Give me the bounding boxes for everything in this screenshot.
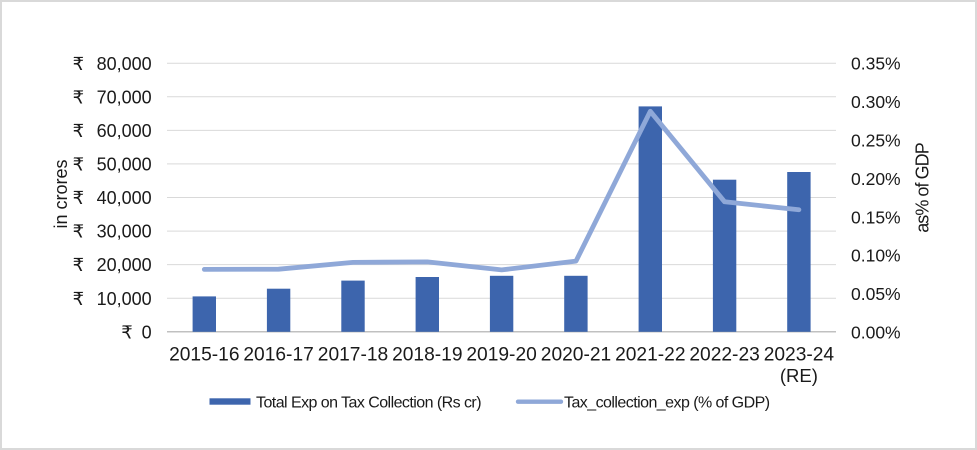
svg-text:₹ 10,000: ₹ 10,000 bbox=[73, 289, 152, 309]
svg-text:0.10%: 0.10% bbox=[851, 246, 901, 266]
svg-text:Total Exp on Tax Collection (R: Total Exp on Tax Collection (Rs cr) bbox=[256, 395, 481, 412]
svg-text:₹ 0: ₹ 0 bbox=[121, 322, 151, 342]
svg-text:₹ 30,000: ₹ 30,000 bbox=[73, 222, 152, 242]
svg-text:₹ 70,000: ₹ 70,000 bbox=[73, 87, 152, 107]
svg-text:Tax_collection_exp (% of GDP): Tax_collection_exp (% of GDP) bbox=[564, 395, 770, 412]
svg-text:2020-21: 2020-21 bbox=[541, 345, 611, 366]
svg-text:₹ 60,000: ₹ 60,000 bbox=[73, 121, 152, 141]
svg-text:0.30%: 0.30% bbox=[851, 92, 901, 112]
svg-text:0.00%: 0.00% bbox=[851, 323, 901, 343]
svg-text:(RE): (RE) bbox=[780, 365, 818, 386]
svg-text:2022-23: 2022-23 bbox=[689, 345, 759, 366]
svg-text:0.35%: 0.35% bbox=[851, 54, 901, 74]
svg-text:2015-16: 2015-16 bbox=[169, 345, 239, 366]
svg-text:2023-24: 2023-24 bbox=[764, 345, 835, 366]
svg-text:2019-20: 2019-20 bbox=[466, 345, 536, 366]
svg-text:2018-19: 2018-19 bbox=[392, 345, 462, 366]
svg-text:0.05%: 0.05% bbox=[851, 284, 901, 304]
svg-text:as% of GDP: as% of GDP bbox=[913, 142, 933, 232]
svg-text:2016-17: 2016-17 bbox=[243, 345, 313, 366]
svg-text:in crores: in crores bbox=[51, 159, 71, 228]
svg-text:0.15%: 0.15% bbox=[851, 207, 901, 227]
svg-text:2021-22: 2021-22 bbox=[615, 345, 685, 366]
svg-text:₹ 50,000: ₹ 50,000 bbox=[73, 155, 152, 175]
svg-text:0.20%: 0.20% bbox=[851, 169, 901, 189]
svg-text:0.25%: 0.25% bbox=[851, 131, 901, 151]
svg-text:₹ 80,000: ₹ 80,000 bbox=[73, 54, 152, 74]
svg-text:₹ 20,000: ₹ 20,000 bbox=[73, 255, 152, 275]
svg-text:₹ 40,000: ₹ 40,000 bbox=[73, 188, 152, 208]
svg-text:2017-18: 2017-18 bbox=[318, 345, 388, 366]
